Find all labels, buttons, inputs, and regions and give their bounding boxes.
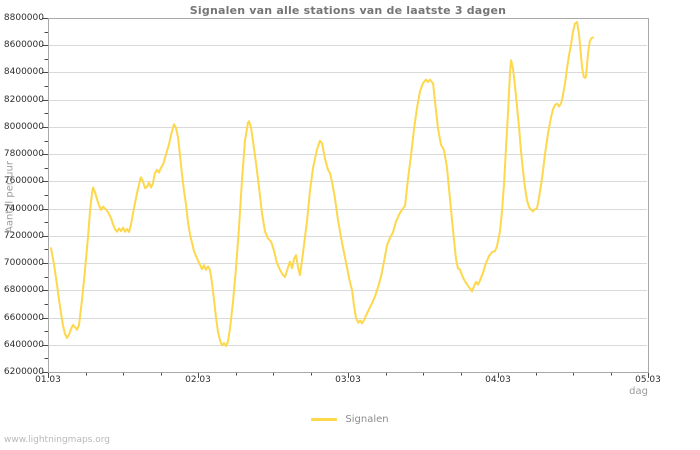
series-line-signalen	[50, 21, 594, 348]
x-tick-label: 05.03	[635, 375, 661, 385]
y-tick-label: 8200000	[3, 95, 44, 105]
y-tick-label: 7600000	[3, 176, 44, 186]
y-tick-label: 6600000	[3, 313, 44, 323]
y-tick-label: 6800000	[3, 285, 44, 295]
x-axis-title: dag	[629, 386, 648, 397]
x-tick-label: 03.03	[335, 375, 361, 385]
y-tick-label: 7800000	[3, 149, 44, 159]
x-tick-label: 02.03	[185, 375, 211, 385]
y-tick-label: 8600000	[3, 40, 44, 50]
x-tick-label: 01.03	[35, 375, 61, 385]
y-tick-label: 8400000	[3, 67, 44, 77]
y-tick-label: 6200000	[3, 367, 44, 377]
y-tick-label: 6400000	[3, 340, 44, 350]
legend-series-label: Signalen	[345, 414, 389, 425]
y-tick-label: 8000000	[3, 122, 44, 132]
y-tick-label: 7200000	[3, 231, 44, 241]
y-tick-label: 7000000	[3, 258, 44, 268]
x-tick-label: 04.03	[485, 375, 511, 385]
watermark-text: www.lightningmaps.org	[4, 435, 110, 445]
y-tick-label: 8800000	[3, 13, 44, 23]
chart-title: Signalen van alle stations van de laatst…	[189, 4, 507, 17]
y-tick-label: 7400000	[3, 204, 44, 214]
legend-line-swatch	[311, 418, 338, 421]
plot-border	[48, 18, 649, 373]
legend: Signalen	[0, 412, 700, 427]
